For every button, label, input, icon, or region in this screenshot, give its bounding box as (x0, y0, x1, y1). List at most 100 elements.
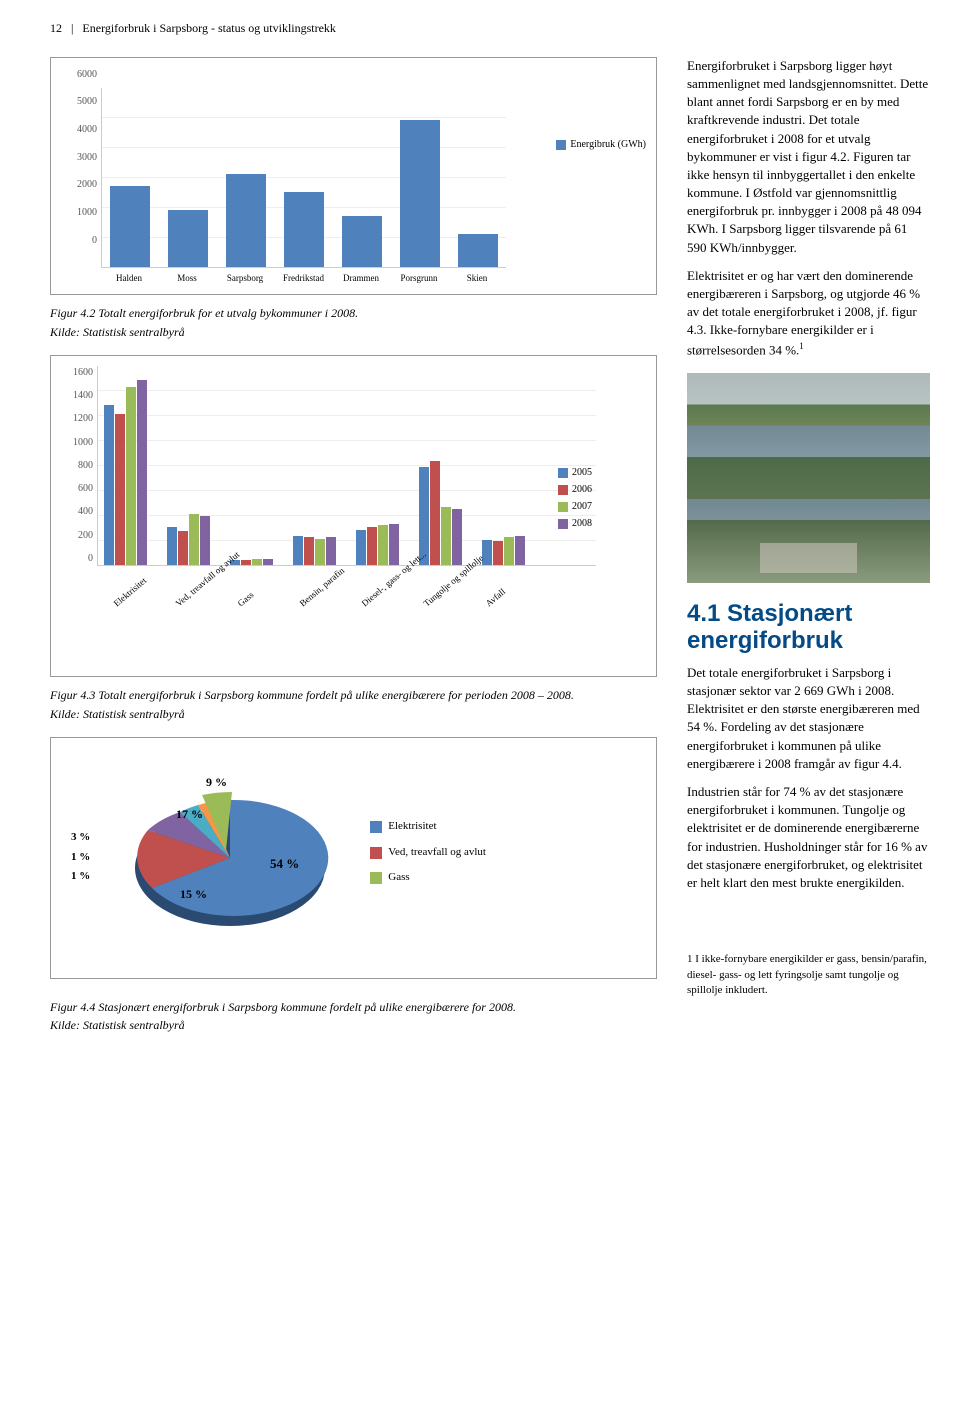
chart2-bar (115, 414, 125, 565)
legend-label: 2006 (572, 483, 592, 497)
chart-pie-stationary: 3 % 1 % 1 % (50, 737, 657, 979)
chart1-source: Kilde: Statistisk sentralbyrå (50, 324, 657, 341)
body-paragraph-3: Det totale energiforbruket i Sarpsborg i… (687, 664, 930, 773)
legend-swatch (556, 140, 566, 150)
chart1-category-label: Skien (457, 272, 497, 285)
chart2-bar (389, 524, 399, 565)
chart2-legend-item: 2005 (558, 466, 592, 480)
legend-label: Gass (388, 870, 409, 885)
chart2-bar (430, 461, 440, 565)
chart2-category-label: Avfall (483, 573, 523, 610)
chart1-category-label: Moss (167, 272, 207, 285)
chart2-bar (493, 541, 503, 565)
section-heading: 4.1 Stasjonært energiforbruk (687, 601, 930, 654)
chart1-plot (101, 88, 506, 268)
body-paragraph-2: Elektrisitet er og har vært den dominere… (687, 267, 930, 359)
chart1-category-label: Sarpsborg (225, 272, 265, 285)
chart2-category-label: Gass (235, 573, 275, 610)
chart2-bar (326, 537, 336, 565)
chart2-category-label: Ved, treavfall og avlut (173, 573, 213, 610)
chart-energy-municipalities: 6000500040003000200010000 Energibruk (GW… (50, 57, 657, 296)
pie-chart: 54 % 17 % 15 % 9 % (120, 768, 340, 948)
chart2-bar (315, 539, 325, 565)
chart2-x-axis: ElektrisitetVed, treavfall og avlutGassB… (97, 570, 596, 583)
chart2-group (104, 380, 147, 565)
chart2-plot (97, 366, 596, 566)
chart2-bar (189, 514, 199, 565)
chart2-bar (263, 559, 273, 565)
chart1-x-axis: HaldenMossSarpsborgFredrikstadDrammenPor… (61, 272, 516, 285)
chart2-bar (241, 560, 251, 565)
chart1-legend: Energibruk (GWh) (556, 138, 646, 152)
chart1-y-axis: 6000500040003000200010000 (61, 68, 97, 248)
pie-legend-item: Gass (370, 870, 486, 885)
chart2-category-label: Bensin, parafin (297, 573, 337, 610)
chart2-bar (304, 537, 314, 565)
chart2-bar (515, 536, 525, 565)
aerial-photo (687, 373, 930, 583)
legend-swatch (370, 872, 382, 884)
chart1-bar (110, 186, 150, 267)
legend-label: 2005 (572, 466, 592, 480)
pie-legend-item: Elektrisitet (370, 819, 486, 834)
svg-text:9 %: 9 % (206, 775, 227, 789)
page-header: 12 | Energiforbruk i Sarpsborg - status … (50, 20, 930, 37)
chart2-group (167, 514, 210, 565)
svg-text:15 %: 15 % (180, 887, 207, 901)
chart1-category-label: Fredrikstad (283, 272, 323, 285)
legend-swatch (370, 821, 382, 833)
pie-left-labels: 3 % 1 % 1 % (71, 828, 90, 887)
chart2-legend-item: 2008 (558, 517, 592, 531)
chart2-bar (252, 559, 262, 565)
chart2-bar (367, 527, 377, 565)
chart2-bar (167, 527, 177, 565)
chart1-category-label: Drammen (341, 272, 381, 285)
chart2-bar (356, 530, 366, 565)
chart1-bar (226, 174, 266, 267)
chart2-bar (126, 387, 136, 565)
chart2-group (293, 536, 336, 565)
legend-label: Energibruk (GWh) (570, 138, 646, 152)
svg-text:17 %: 17 % (176, 807, 203, 821)
legend-swatch (558, 468, 568, 478)
legend-swatch (558, 485, 568, 495)
chart1-bar (342, 216, 382, 267)
legend-label: Ved, treavfall og avlut (388, 845, 486, 860)
header-divider: | (71, 21, 73, 35)
chart2-legend-item: 2007 (558, 500, 592, 514)
chart2-legend: 2005 2006 2007 2008 (558, 466, 592, 534)
chart2-y-axis: 16001400120010008006004002000 (61, 366, 93, 566)
chart2-bar (137, 380, 147, 565)
footnote-ref: 1 (799, 341, 804, 351)
chart1-bar (458, 234, 498, 267)
footnote-1: 1 I ikke-fornybare energikilder er gass,… (687, 952, 930, 998)
legend-label: 2007 (572, 500, 592, 514)
chart1-bar (400, 120, 440, 267)
chart2-bar (200, 516, 210, 565)
legend-label: 2008 (572, 517, 592, 531)
legend-swatch (558, 502, 568, 512)
chart3-source: Kilde: Statistisk sentralbyrå (50, 706, 657, 723)
page-number: 12 (50, 21, 62, 35)
chart1-category-label: Halden (109, 272, 149, 285)
pie-legend-item: Ved, treavfall og avlut (370, 845, 486, 860)
body-paragraph-4: Industrien står for 74 % av det stasjonæ… (687, 783, 930, 892)
chart2-category-label: Tungolje og spillolje (421, 573, 461, 610)
legend-swatch (370, 847, 382, 859)
pie-pct-label: 1 % (71, 867, 90, 887)
chart3-caption: Figur 4.3 Totalt energiforbruk i Sarpsbo… (50, 687, 657, 704)
pie-legend: Elektrisitet Ved, treavfall og avlut Gass (370, 819, 486, 895)
chart2-bar (293, 536, 303, 565)
chart2-legend-item: 2006 (558, 483, 592, 497)
legend-label: Elektrisitet (388, 819, 436, 834)
chart2-group (356, 524, 399, 565)
chart2-group (482, 536, 525, 565)
chart2-bar (178, 531, 188, 565)
chart4-caption: Figur 4.4 Stasjonært energiforbruk i Sar… (50, 999, 657, 1016)
chart2-bar (104, 405, 114, 565)
legend-swatch (558, 519, 568, 529)
chart2-bar (452, 509, 462, 565)
chart2-bar (378, 525, 388, 565)
svg-text:54 %: 54 % (270, 856, 299, 871)
chart2-bar (441, 507, 451, 565)
